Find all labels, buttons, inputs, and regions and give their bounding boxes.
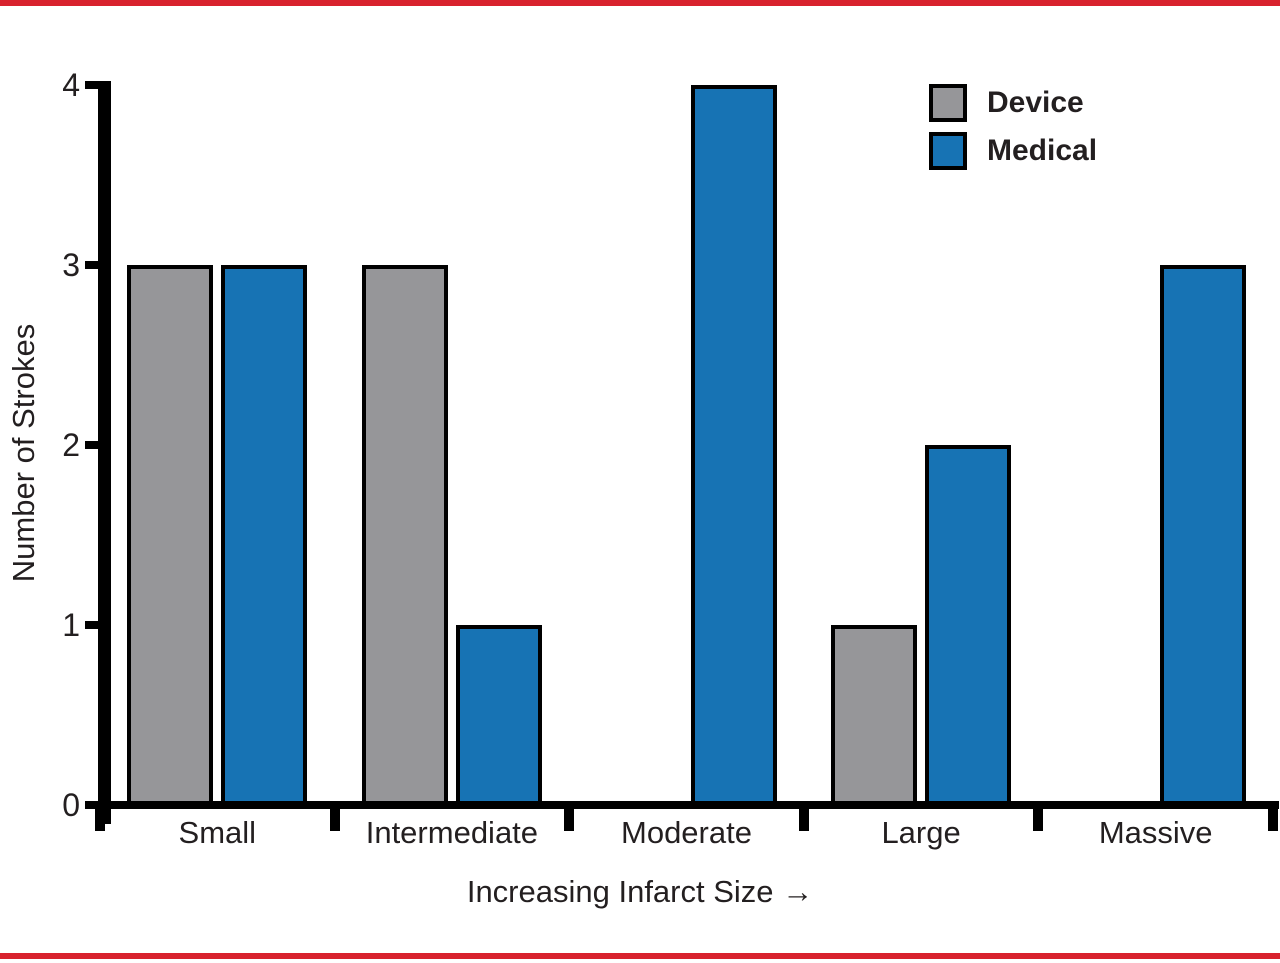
top-red-rule [0,0,1280,6]
y-tick [85,801,102,809]
legend-swatch-device [929,84,967,122]
x-tick [329,801,340,831]
bar-medical-small [221,265,308,805]
y-tick [85,81,102,89]
x-tick [1268,801,1278,831]
y-tick-label: 1 [62,607,80,643]
bar-device-small [127,265,214,805]
category-label-moderate: Moderate [621,815,752,850]
category-label-small: Small [178,815,257,850]
legend: Device Medical [929,84,1097,180]
x-axis-line [98,801,1279,809]
legend-swatch-medical [929,132,967,170]
x-tick [1033,801,1044,831]
y-tick-label: 0 [62,787,80,823]
x-axis-title: Increasing Infarct Size → [466,874,814,909]
y-tick-label: 3 [62,247,80,283]
category-label-large: Large [881,815,961,850]
legend-label-medical: Medical [987,134,1098,167]
y-axis-line [98,81,111,824]
bar-medical-moderate [690,85,777,805]
bar-device-large [831,625,918,805]
bar-medical-massive [1159,265,1246,805]
bar-medical-intermediate [455,625,542,805]
x-tick [798,801,809,831]
legend-item-medical: Medical [929,132,1097,170]
y-tick-label: 2 [62,427,80,463]
category-label-massive: Massive [1098,815,1213,850]
y-tick [85,261,102,269]
bottom-red-rule [0,953,1280,959]
category-label-intermediate: Intermediate [365,815,539,850]
y-tick-label: 4 [62,67,80,103]
x-tick [95,801,105,831]
y-tick [85,441,102,449]
legend-item-device: Device [929,84,1097,122]
y-tick [85,621,102,629]
bar-device-intermediate [361,265,448,805]
x-tick [564,801,575,831]
bar-medical-large [925,445,1012,805]
legend-label-device: Device [987,86,1084,119]
